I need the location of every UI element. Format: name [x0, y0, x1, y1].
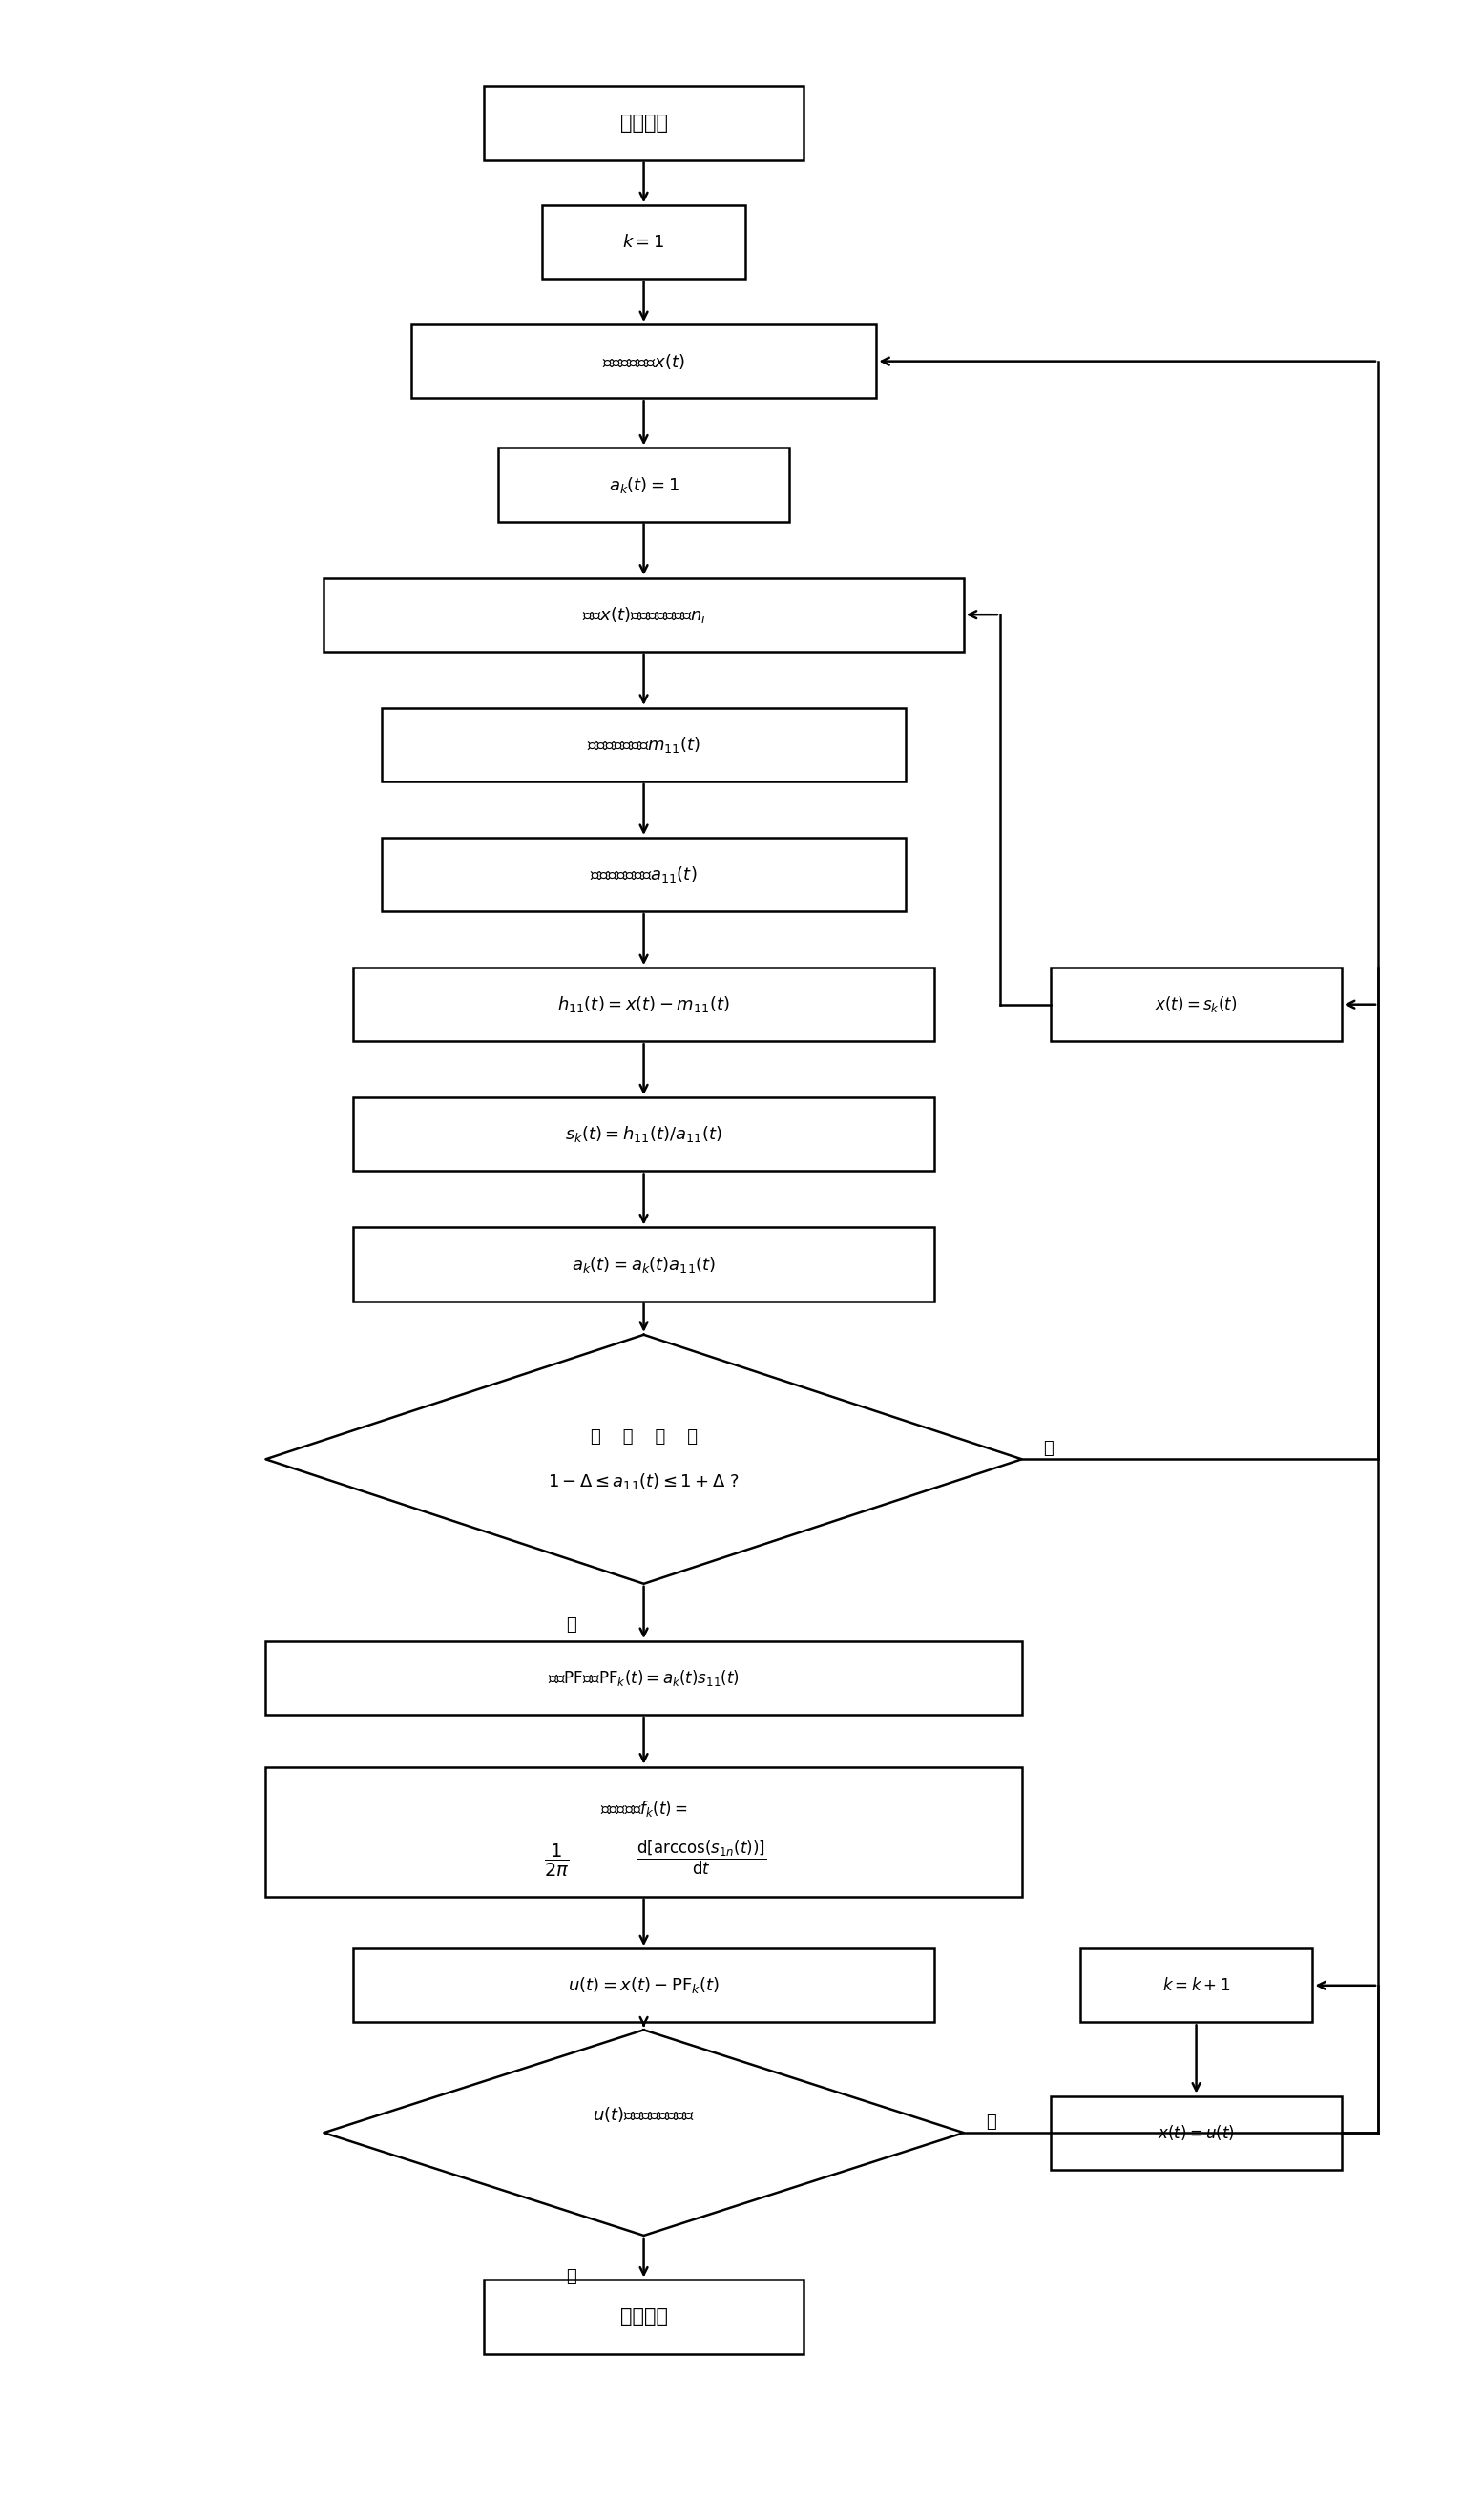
Text: 开始分解: 开始分解 — [620, 113, 668, 134]
Text: $1-\Delta \leq a_{11}(t) \leq 1+\Delta$ ?: $1-\Delta \leq a_{11}(t) \leq 1+\Delta$ … — [548, 1472, 740, 1492]
Text: 求瞬时频率$f_k(t)=$: 求瞬时频率$f_k(t)=$ — [599, 1799, 687, 1819]
FancyBboxPatch shape — [1051, 968, 1342, 1041]
Text: 输入原始信号$x(t)$: 输入原始信号$x(t)$ — [602, 353, 686, 370]
FancyBboxPatch shape — [266, 1767, 1022, 1898]
Text: 找出$x(t)$所有局部极值点$n_i$: 找出$x(t)$所有局部极值点$n_i$ — [582, 605, 706, 625]
FancyBboxPatch shape — [411, 325, 876, 398]
FancyBboxPatch shape — [499, 449, 789, 522]
Text: $a_k(t)=a_k(t)a_{11}(t)$: $a_k(t)=a_k(t)a_{11}(t)$ — [572, 1255, 716, 1275]
Text: $\dfrac{\mathrm{d}[\arccos(s_{1n}(t))]}{\mathrm{d}t}$: $\dfrac{\mathrm{d}[\arccos(s_{1n}(t))]}{… — [637, 1840, 768, 1877]
Text: 得到PF分量$\mathrm{PF}_k(t)=a_k(t)s_{11}(t)$: 得到PF分量$\mathrm{PF}_k(t)=a_k(t)s_{11}(t)$ — [548, 1668, 740, 1688]
Text: $s_k(t)=h_{11}(t)/a_{11}(t)$: $s_k(t)=h_{11}(t)/a_{11}(t)$ — [566, 1124, 722, 1144]
FancyBboxPatch shape — [542, 204, 746, 280]
FancyBboxPatch shape — [1080, 1948, 1313, 2021]
FancyBboxPatch shape — [484, 2281, 804, 2354]
Text: 是: 是 — [566, 2268, 576, 2286]
Text: $k=1$: $k=1$ — [623, 234, 665, 252]
FancyBboxPatch shape — [382, 837, 905, 912]
Polygon shape — [266, 1336, 1022, 1583]
Text: $h_{11}(t)=x(t)-m_{11}(t)$: $h_{11}(t)=x(t)-m_{11}(t)$ — [557, 995, 730, 1016]
FancyBboxPatch shape — [266, 1641, 1022, 1714]
Text: 是    否    满    足: 是 否 满 足 — [591, 1429, 697, 1446]
Text: $x(t)=u(t)$: $x(t)=u(t)$ — [1158, 2124, 1235, 2142]
FancyBboxPatch shape — [352, 1227, 934, 1300]
Text: $u(t)$是否为单调函数？: $u(t)$是否为单调函数？ — [592, 2104, 694, 2124]
FancyBboxPatch shape — [382, 708, 905, 781]
Text: 是: 是 — [566, 1615, 576, 1633]
Text: 分解结束: 分解结束 — [620, 2308, 668, 2326]
Text: 否: 否 — [1044, 1439, 1054, 1457]
FancyBboxPatch shape — [352, 968, 934, 1041]
Text: 求包络估计函数$a_{11}(t)$: 求包络估计函数$a_{11}(t)$ — [591, 864, 697, 885]
Text: $a_k(t)=1$: $a_k(t)=1$ — [608, 474, 678, 494]
Polygon shape — [325, 2029, 963, 2235]
FancyBboxPatch shape — [352, 1948, 934, 2021]
Text: $u(t)=x(t)-\mathrm{PF}_k(t)$: $u(t)=x(t)-\mathrm{PF}_k(t)$ — [567, 1976, 719, 1996]
FancyBboxPatch shape — [325, 577, 963, 653]
FancyBboxPatch shape — [1051, 2097, 1342, 2170]
FancyBboxPatch shape — [352, 1099, 934, 1172]
Text: $x(t)=s_k(t)$: $x(t)=s_k(t)$ — [1155, 995, 1237, 1016]
Text: $\dfrac{1}{2\pi}$: $\dfrac{1}{2\pi}$ — [544, 1842, 569, 1877]
FancyBboxPatch shape — [484, 86, 804, 159]
Text: $k=k+1$: $k=k+1$ — [1162, 1976, 1230, 1993]
Text: 求局部均值函数$m_{11}(t)$: 求局部均值函数$m_{11}(t)$ — [586, 733, 700, 753]
Text: 否: 否 — [985, 2114, 996, 2129]
